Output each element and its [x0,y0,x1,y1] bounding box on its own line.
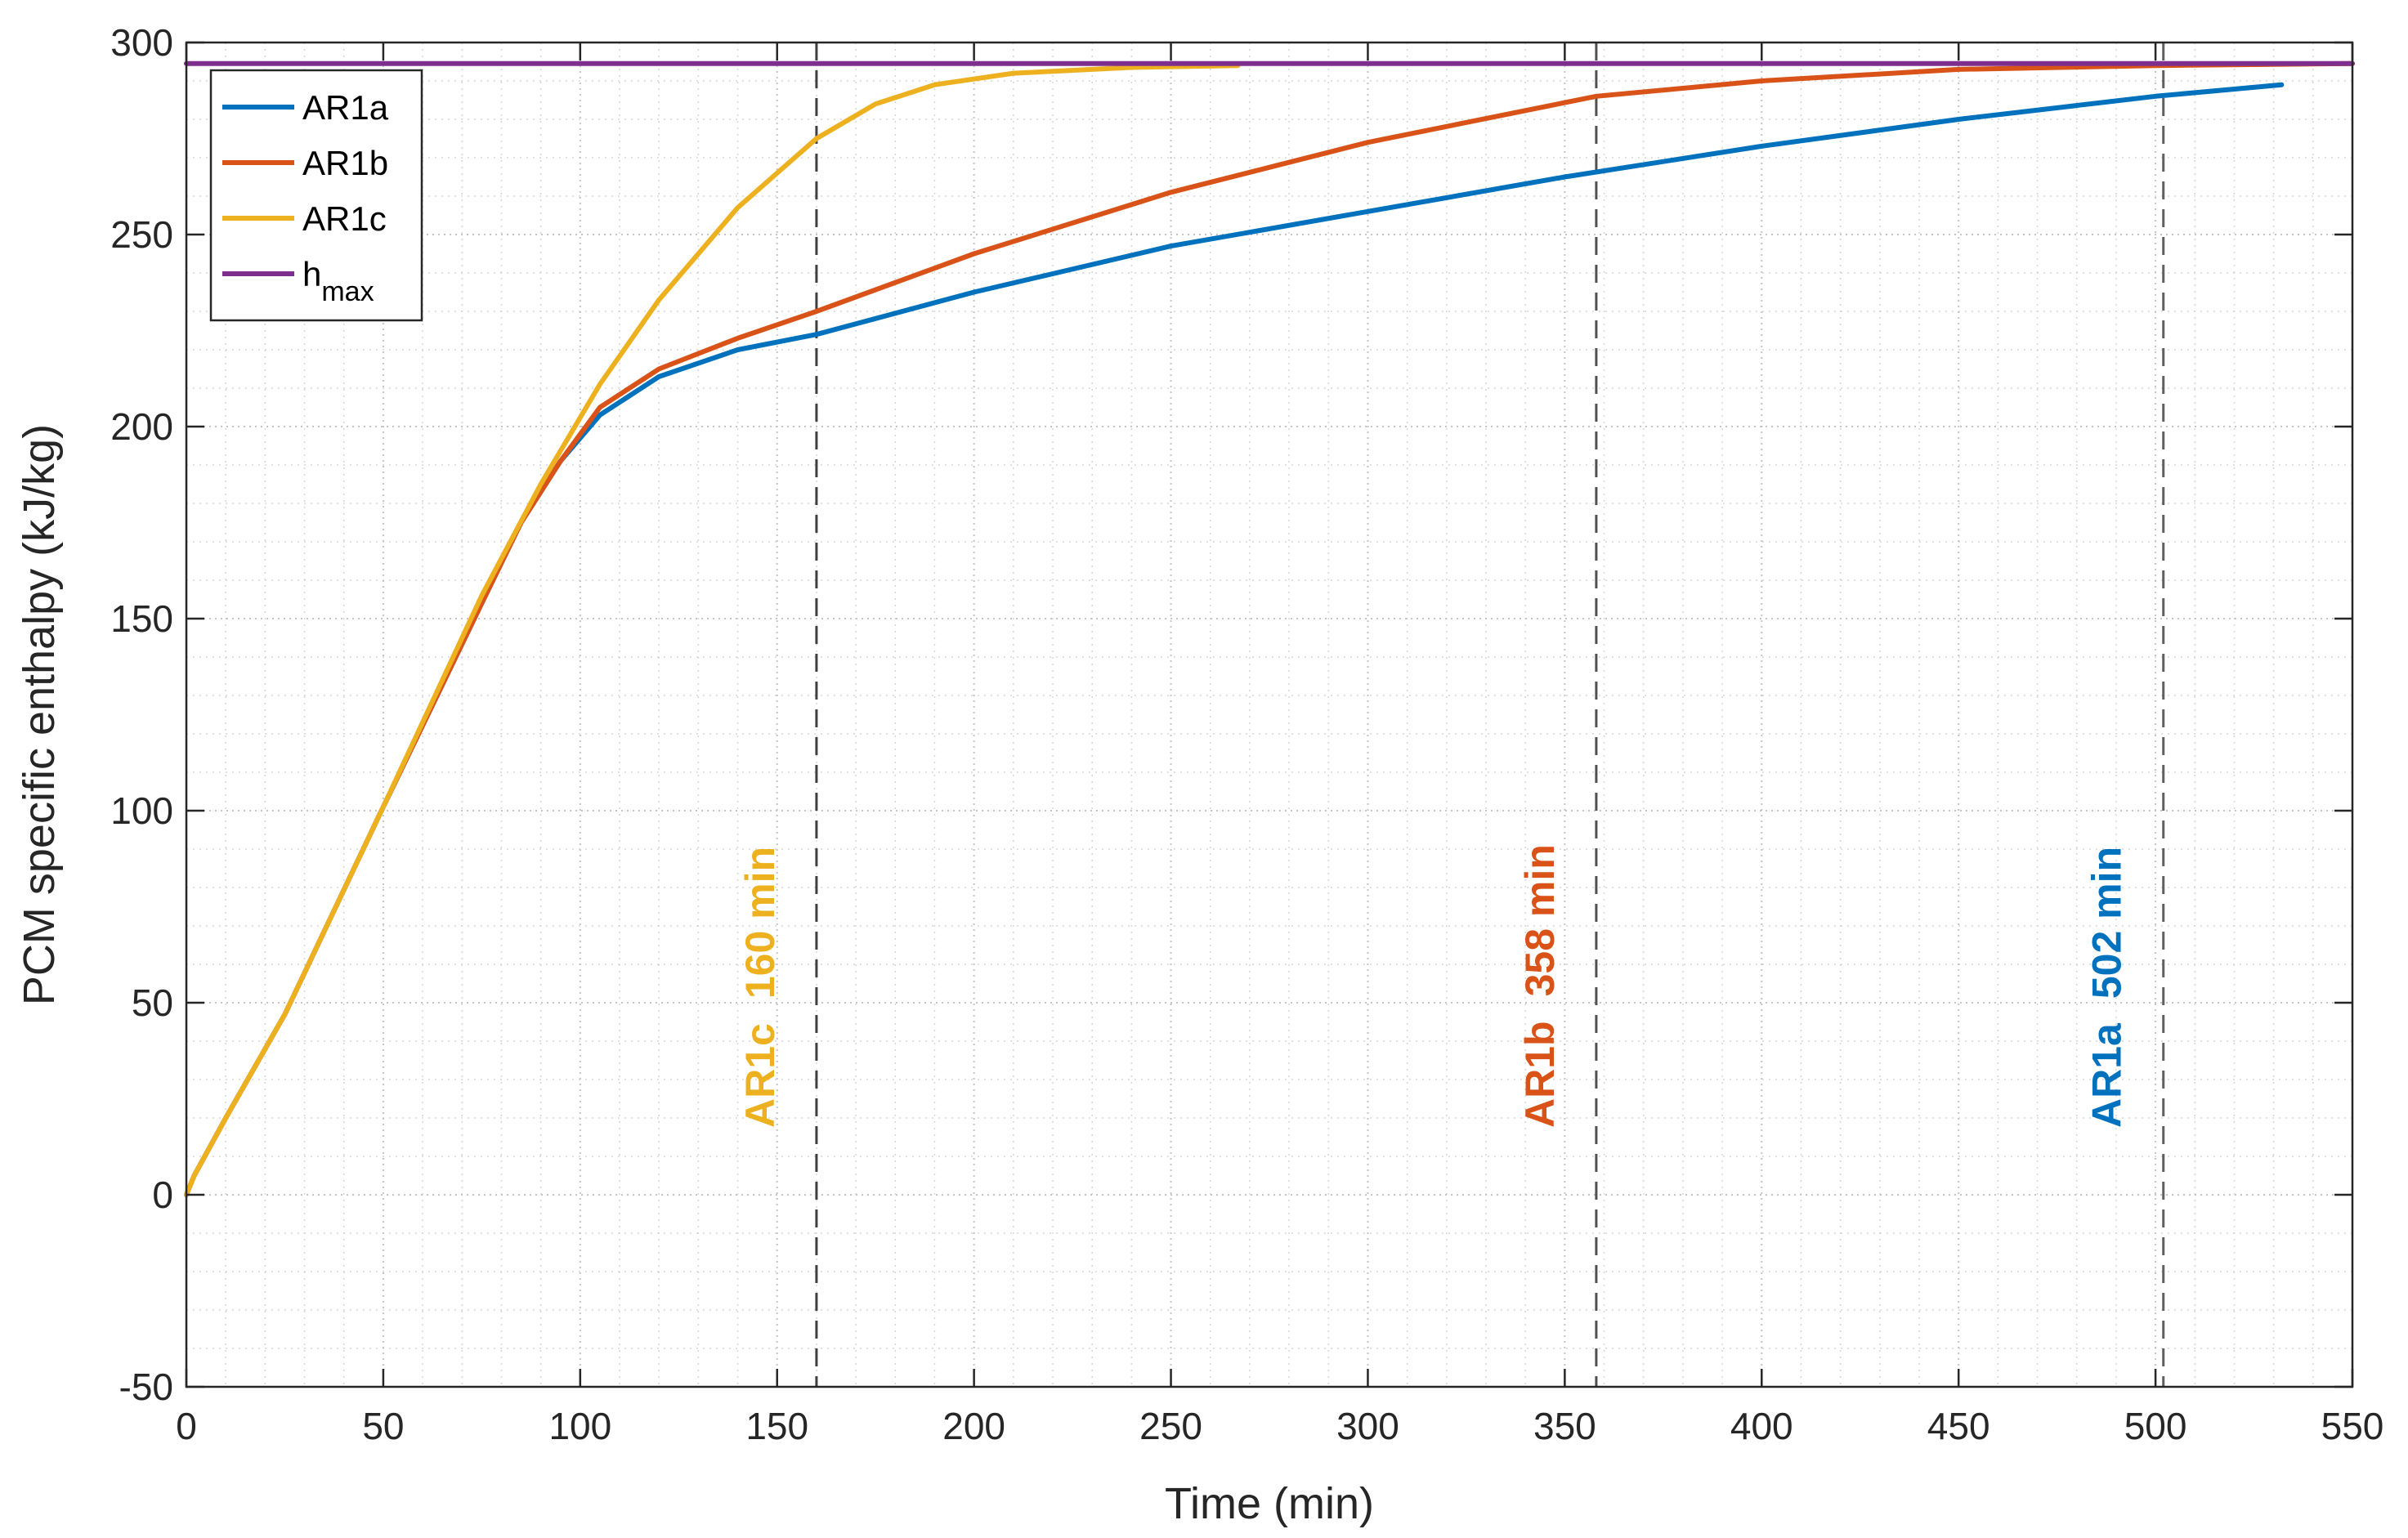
x-tick-labels: 0 50 100 150 200 250 300 350 400 450 500 550 [176,1405,2383,1447]
y-tick-labels: -50 0 50 100 150 200 250 300 [110,21,173,1408]
y-tick-label: -50 [119,1366,173,1408]
y-tick-label: 50 [132,981,173,1024]
legend-label: hmax [302,255,374,307]
x-tick-label: 0 [176,1405,197,1447]
x-tick-label: 100 [548,1405,611,1447]
legend-label-text: AR1a [302,88,389,127]
legend-label: AR1b [302,144,388,182]
y-tick-label: 100 [110,789,173,832]
legend-box [209,69,423,322]
legend-label: AR1a [302,88,389,127]
legend-label-text: AR1b [302,144,388,182]
x-tick-label: 500 [2124,1405,2187,1447]
axes-box [185,41,2354,1388]
legend-label-text: AR1c [302,199,387,238]
annotation-time-value: 502 min [2084,847,2130,999]
x-tick-label: 50 [362,1405,404,1447]
x-tick-label: 150 [745,1405,808,1447]
x-tick-label: 350 [1533,1405,1596,1447]
tick-marks [185,41,2354,1388]
x-tick-label: 300 [1336,1405,1399,1447]
annotation-series-name: AR1b [1517,1021,1563,1128]
series-group [184,60,2355,1197]
annotation-ar1c: AR1c 160 min [737,847,783,1128]
y-axis-title: PCM specific enthalpy (kJ/kg) [15,424,64,1005]
y-tick-label: 200 [110,405,173,448]
annotation-ar1b: AR1b 358 min [1517,844,1563,1128]
legend-label-text: h [302,255,321,293]
y-tick-label: 300 [110,21,173,64]
x-tick-label: 250 [1139,1405,1202,1447]
x-tick-label: 400 [1730,1405,1793,1447]
reference-lines [815,42,2165,1387]
annotation-time-value: 160 min [737,847,783,999]
x-tick-label: 200 [942,1405,1005,1447]
legend-label: AR1c [302,199,387,238]
y-tick-label: 0 [152,1174,173,1216]
minor-grid [186,42,2352,1387]
annotation-series-name: AR1c [737,1023,783,1128]
legend: AR1a AR1b AR1c hmax [209,69,423,322]
legend-label-subscript: max [321,276,374,307]
x-axis-title: Time (min) [1165,1479,1374,1528]
annotation-time-value: 358 min [1517,844,1563,996]
annotations: AR1c 160 min AR1b 358 min AR1a 502 min [737,844,2130,1128]
series-line-ar1c [184,63,1241,1197]
annotation-series-name: AR1a [2084,1022,2130,1128]
x-tick-label: 450 [1927,1405,1990,1447]
y-tick-label: 150 [110,597,173,640]
annotation-ar1a: AR1a 502 min [2084,847,2130,1128]
y-tick-label: 250 [110,213,173,256]
x-tick-label: 550 [2321,1405,2384,1447]
